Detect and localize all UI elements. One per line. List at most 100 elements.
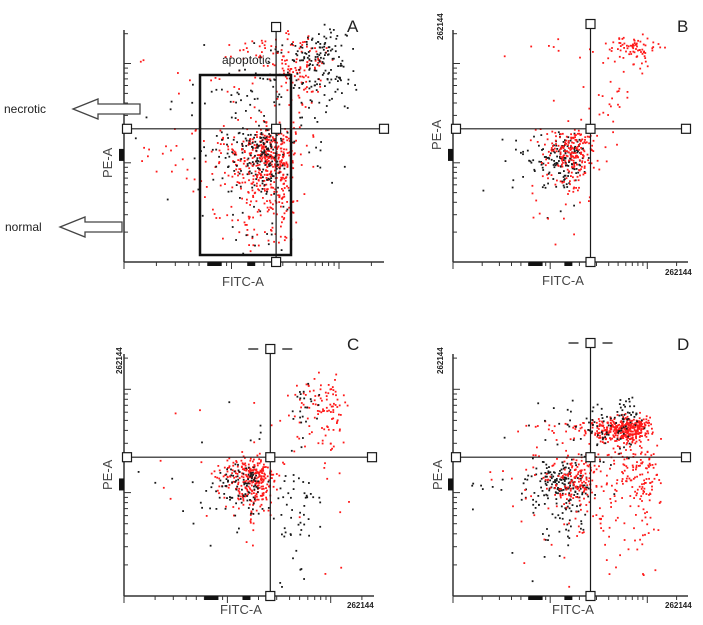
event-dot (231, 151, 234, 154)
event-dot (619, 554, 621, 557)
event-dot (635, 514, 637, 516)
event-dot (577, 463, 580, 466)
event-dot (624, 405, 626, 408)
event-dot (613, 416, 616, 419)
event-dot (266, 190, 268, 193)
event-dot (605, 483, 608, 486)
event-dot (287, 30, 289, 32)
event-dot (318, 394, 321, 396)
event-dot (627, 430, 629, 433)
event-dot (230, 496, 233, 499)
gate-handle[interactable] (271, 21, 282, 33)
event-dot (252, 501, 255, 504)
gate-handle[interactable] (121, 452, 133, 463)
gate-handle[interactable] (121, 123, 133, 134)
event-dot (218, 469, 221, 472)
event-dot (626, 418, 628, 421)
event-dot (547, 150, 550, 153)
event-dot (266, 155, 268, 158)
event-dot (264, 150, 267, 153)
gate-handle[interactable] (265, 343, 276, 355)
event-dot (247, 470, 250, 472)
event-dot (191, 101, 194, 104)
gate-handle[interactable] (585, 452, 596, 463)
event-dot (332, 417, 335, 420)
event-dot (547, 172, 550, 175)
gate-handle[interactable] (450, 452, 462, 463)
event-dot (231, 496, 234, 499)
gate-handle[interactable] (585, 590, 596, 602)
gate-handle[interactable] (585, 256, 596, 268)
event-dot (239, 495, 242, 498)
event-dot (338, 404, 341, 407)
event-dot (278, 170, 281, 173)
event-dot (301, 102, 304, 105)
event-dot (252, 194, 254, 197)
event-dot (624, 429, 627, 432)
event-dot (252, 469, 255, 472)
event-dot (546, 138, 549, 141)
event-dot (301, 104, 304, 106)
gate-handle[interactable] (585, 337, 596, 349)
event-dot (664, 46, 666, 49)
event-dot (232, 480, 235, 483)
event-dot (616, 434, 619, 437)
event-dot (234, 151, 237, 154)
event-dot (258, 475, 261, 478)
panel-b-y-max-label: 262144 (436, 13, 445, 40)
event-dot (301, 44, 304, 46)
event-dot (584, 136, 587, 139)
event-dot (223, 493, 226, 495)
event-dot (249, 521, 252, 524)
gate-handle[interactable] (271, 256, 282, 268)
gate-handle[interactable] (265, 590, 276, 602)
event-dot (253, 478, 255, 481)
event-dot (534, 425, 537, 428)
event-dot (288, 154, 291, 157)
gate-handle[interactable] (378, 123, 390, 134)
event-dot (254, 496, 256, 499)
gate-handle[interactable] (680, 452, 692, 463)
event-dot (240, 475, 243, 478)
event-dot (625, 443, 628, 446)
gate-handle[interactable] (680, 123, 692, 134)
event-dot (575, 134, 577, 136)
event-dot (647, 419, 650, 422)
event-dot (566, 505, 569, 508)
event-dot (314, 80, 317, 83)
event-dot (240, 99, 242, 102)
gate-handle[interactable] (450, 123, 462, 134)
event-dot (259, 214, 262, 217)
event-dot (574, 150, 576, 152)
event-dot (628, 442, 631, 445)
event-dot (294, 393, 297, 396)
event-dot (570, 475, 572, 478)
event-dot (338, 429, 341, 432)
event-dot (327, 384, 330, 386)
event-dot (569, 469, 572, 471)
event-dot (242, 133, 245, 135)
event-dot (233, 86, 236, 88)
event-dot (232, 149, 234, 152)
event-dot (619, 432, 622, 434)
gate-handle[interactable] (366, 452, 378, 463)
event-dot (632, 44, 635, 47)
event-dot (314, 403, 317, 406)
event-dot (557, 38, 560, 41)
event-dot (260, 133, 263, 136)
event-dot (284, 179, 287, 182)
event-dot (302, 59, 304, 62)
event-dot (235, 502, 237, 505)
gate-handle[interactable] (585, 123, 596, 134)
event-dot (241, 145, 244, 147)
event-dot (640, 452, 642, 455)
event-dot (620, 420, 623, 422)
event-dot (614, 440, 616, 442)
event-dot (575, 139, 578, 141)
event-dot (288, 77, 291, 80)
event-dot (253, 472, 256, 475)
gate-handle[interactable] (585, 18, 596, 30)
event-dot (316, 165, 319, 167)
gate-handle[interactable] (271, 123, 282, 134)
gate-handle[interactable] (265, 452, 276, 463)
